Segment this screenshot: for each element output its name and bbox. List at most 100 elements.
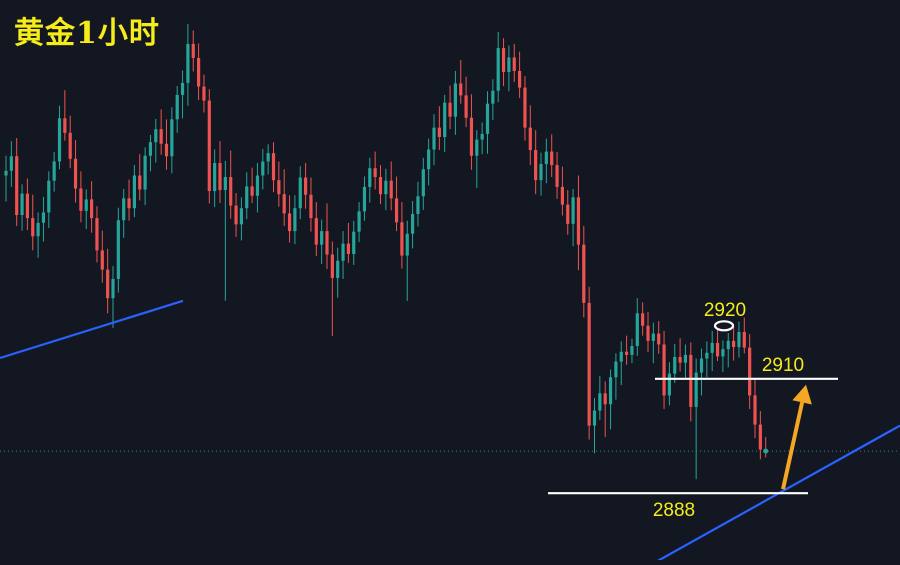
candle-body bbox=[277, 180, 281, 195]
candle-body bbox=[250, 186, 254, 196]
candle-body bbox=[485, 103, 490, 134]
candle-body bbox=[357, 211, 361, 232]
arrow-shaft bbox=[781, 401, 805, 490]
candle-body bbox=[550, 151, 554, 166]
candle bbox=[582, 225, 586, 318]
candle bbox=[41, 196, 46, 242]
candle-body bbox=[373, 168, 377, 178]
candle-body bbox=[111, 278, 115, 299]
candle-body bbox=[443, 102, 447, 137]
candle-body bbox=[518, 70, 522, 88]
candle bbox=[501, 38, 506, 87]
candle bbox=[25, 178, 29, 231]
candle bbox=[191, 30, 195, 72]
candle-body bbox=[480, 133, 484, 140]
candle bbox=[164, 119, 169, 170]
candle-body bbox=[213, 163, 217, 192]
candle-body bbox=[202, 86, 206, 101]
candle bbox=[282, 169, 286, 226]
candle-body bbox=[608, 377, 613, 405]
candle bbox=[710, 330, 714, 371]
candle-body bbox=[159, 129, 163, 144]
candle bbox=[314, 202, 318, 257]
candle-body bbox=[448, 102, 452, 117]
candle-body bbox=[641, 313, 645, 326]
candle bbox=[154, 118, 158, 163]
candle bbox=[560, 166, 564, 216]
candle-body bbox=[31, 218, 35, 237]
candle-body bbox=[705, 352, 709, 359]
candle bbox=[287, 195, 292, 243]
candle-body bbox=[330, 254, 334, 278]
candle-body bbox=[683, 354, 688, 363]
candle-body bbox=[362, 186, 367, 212]
candle bbox=[694, 358, 698, 480]
candle-body bbox=[630, 346, 634, 355]
candle bbox=[309, 177, 313, 232]
candle bbox=[330, 241, 334, 337]
candle bbox=[218, 141, 222, 204]
candle bbox=[598, 376, 602, 420]
candle-body bbox=[598, 393, 602, 411]
candle-body bbox=[218, 163, 222, 191]
candle bbox=[443, 94, 447, 153]
candle-body bbox=[528, 127, 532, 150]
label-2910: 2910 bbox=[762, 355, 804, 376]
candle-body bbox=[587, 302, 591, 426]
candle bbox=[432, 114, 436, 166]
candle bbox=[748, 334, 752, 409]
candle-body bbox=[261, 161, 265, 176]
candle bbox=[100, 230, 104, 283]
candle bbox=[742, 317, 746, 354]
candle bbox=[394, 176, 399, 232]
candle-body bbox=[223, 177, 227, 191]
candle bbox=[566, 190, 570, 235]
candle bbox=[261, 148, 265, 190]
candle bbox=[111, 265, 115, 328]
candle bbox=[587, 286, 591, 440]
candle-body bbox=[143, 155, 147, 190]
candle-body bbox=[116, 220, 120, 279]
candle-body bbox=[4, 170, 8, 176]
candle-body bbox=[694, 372, 698, 407]
candle-body bbox=[603, 393, 607, 405]
candle-body bbox=[148, 142, 153, 156]
candle bbox=[132, 165, 136, 218]
candle-body bbox=[298, 177, 302, 209]
candle-body bbox=[341, 243, 345, 261]
candle bbox=[36, 212, 40, 258]
candle-body bbox=[90, 199, 94, 219]
candle bbox=[95, 206, 99, 263]
candle bbox=[159, 109, 163, 155]
candle bbox=[325, 203, 329, 270]
candle-body bbox=[20, 193, 24, 215]
candle bbox=[758, 411, 762, 460]
candle-body bbox=[721, 349, 725, 357]
candle bbox=[73, 140, 78, 203]
candle-body bbox=[432, 127, 436, 150]
candle bbox=[619, 341, 623, 386]
candle bbox=[614, 353, 618, 400]
candle-body bbox=[378, 177, 383, 195]
candle-body bbox=[699, 358, 704, 373]
candle bbox=[715, 329, 720, 362]
candle bbox=[63, 90, 67, 141]
candle bbox=[528, 105, 532, 166]
candle bbox=[608, 369, 613, 430]
candle-body bbox=[427, 149, 431, 170]
candle bbox=[271, 142, 276, 193]
candle bbox=[255, 163, 260, 213]
candle bbox=[266, 144, 270, 175]
candle bbox=[523, 76, 527, 141]
candle-body bbox=[534, 150, 538, 181]
candle-body bbox=[36, 222, 40, 237]
candle-body bbox=[475, 139, 479, 156]
candle bbox=[341, 231, 345, 279]
candle-body bbox=[512, 57, 516, 71]
candle bbox=[630, 338, 634, 364]
candle-body bbox=[453, 83, 457, 117]
candle bbox=[15, 138, 19, 226]
candle bbox=[47, 171, 51, 228]
candle-body bbox=[619, 351, 623, 362]
candle-body bbox=[191, 43, 195, 58]
